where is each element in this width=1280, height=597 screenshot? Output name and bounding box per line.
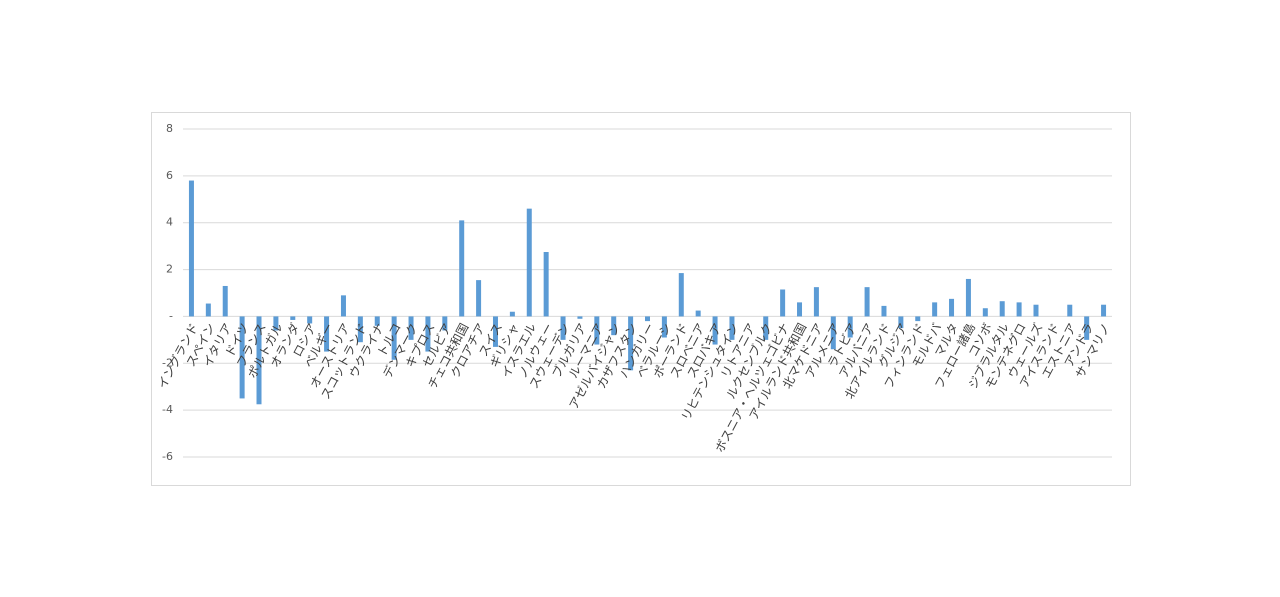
bar — [1033, 304, 1039, 317]
bar — [526, 208, 532, 317]
bar — [780, 289, 786, 317]
bar — [391, 316, 397, 360]
bar — [594, 316, 600, 345]
bar — [932, 302, 938, 317]
bar — [340, 295, 346, 317]
bar — [830, 316, 836, 350]
bar — [864, 287, 870, 317]
bar — [188, 180, 194, 317]
y-tick-label: - — [169, 309, 173, 322]
bar — [678, 273, 684, 317]
bar — [408, 316, 414, 340]
bar — [661, 316, 667, 338]
y-tick-label: 2 — [166, 263, 173, 276]
bar — [915, 316, 921, 322]
bar — [239, 316, 245, 399]
y-tick-label: 4 — [166, 216, 173, 229]
bar — [999, 301, 1005, 317]
y-tick-label: -2 — [162, 356, 173, 369]
bar — [965, 278, 971, 317]
bar — [374, 316, 380, 326]
bar — [307, 316, 313, 324]
y-tick-label: -6 — [162, 450, 173, 463]
bar — [442, 316, 448, 331]
bar — [1067, 304, 1073, 317]
bar — [729, 316, 735, 340]
bar — [492, 316, 498, 347]
bar — [560, 316, 566, 340]
bar — [509, 311, 515, 317]
bar — [205, 303, 211, 317]
bar — [645, 316, 650, 322]
bar — [898, 316, 904, 329]
bar — [712, 316, 718, 345]
chart-frame — [151, 112, 1131, 486]
bar — [797, 302, 803, 317]
bar — [982, 308, 988, 317]
bar — [611, 316, 617, 336]
bar — [881, 305, 887, 317]
bar — [1101, 304, 1107, 317]
bar — [1016, 302, 1022, 317]
bar — [763, 316, 769, 340]
y-tick-label: 8 — [166, 122, 173, 135]
bar — [324, 316, 330, 352]
bar — [813, 287, 819, 317]
bar — [459, 220, 465, 317]
y-tick-label: -4 — [162, 403, 173, 416]
bar — [425, 316, 431, 352]
bar — [273, 316, 279, 331]
bar — [290, 316, 296, 320]
bar — [628, 316, 634, 371]
bar — [695, 310, 701, 317]
bar — [543, 252, 549, 317]
bar — [357, 316, 363, 343]
bar — [222, 285, 228, 317]
bar — [1084, 316, 1090, 340]
bar — [949, 298, 955, 317]
y-tick-label: 6 — [166, 169, 173, 182]
bar — [256, 316, 262, 405]
bar — [476, 280, 482, 317]
bar — [847, 316, 853, 338]
bar — [577, 316, 583, 319]
